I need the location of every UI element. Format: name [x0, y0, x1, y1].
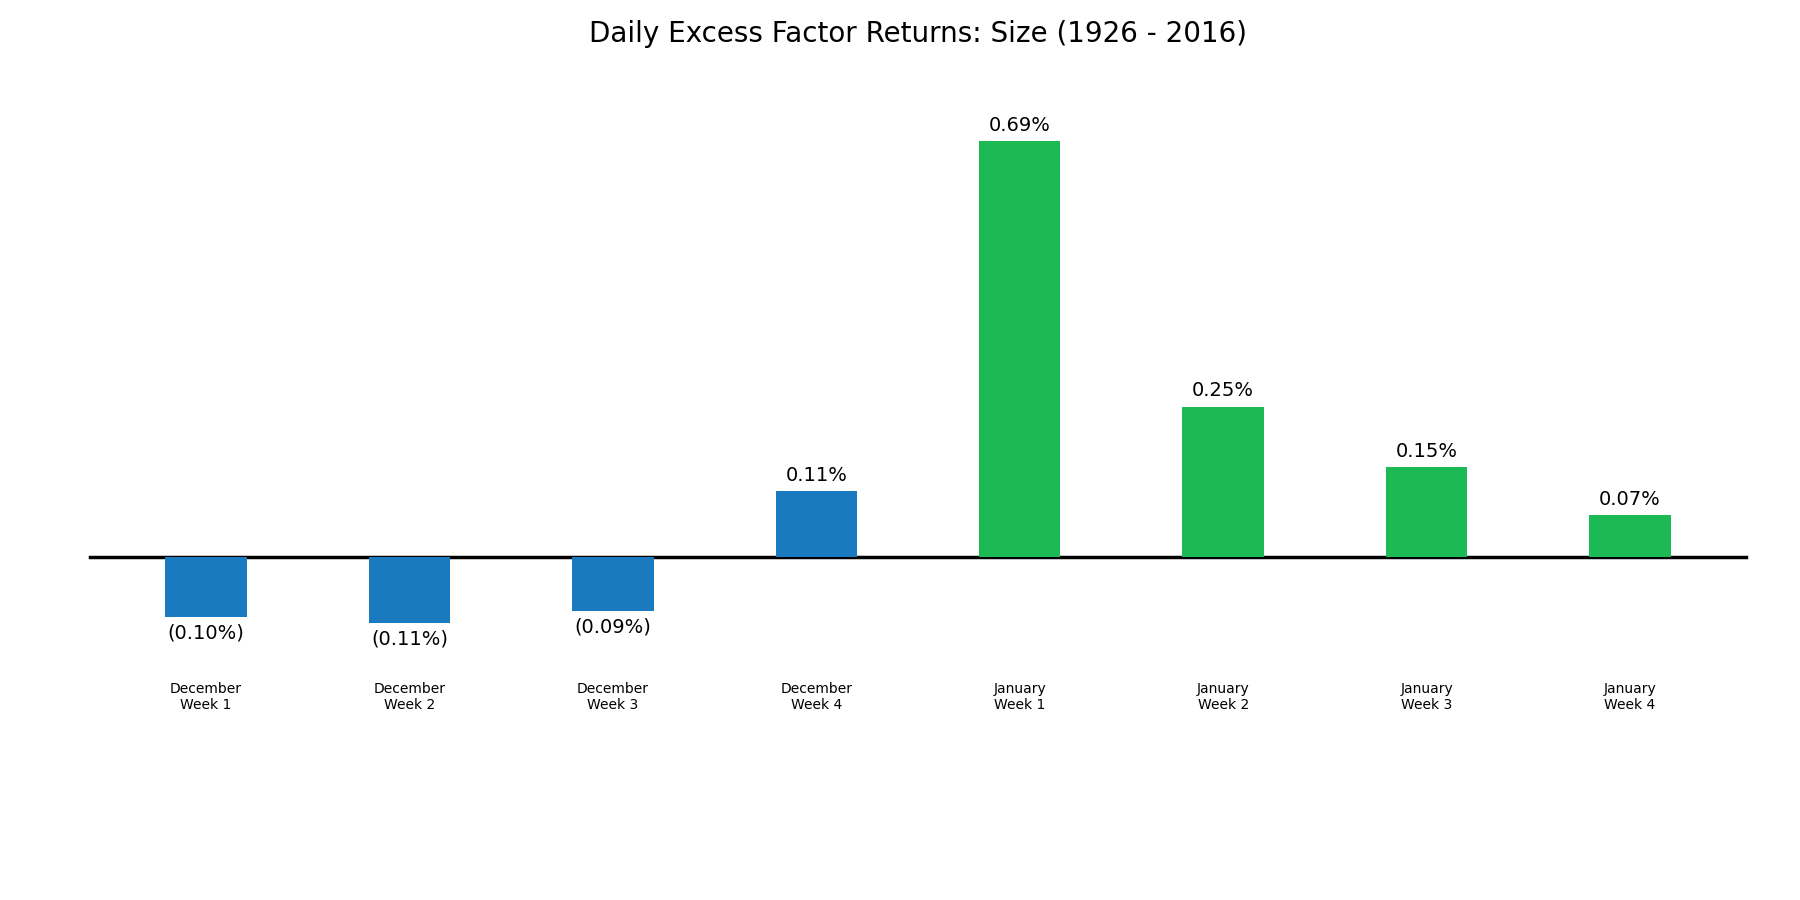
Text: 0.25%: 0.25% [1192, 382, 1255, 400]
Bar [776, 491, 857, 557]
Text: 0.15%: 0.15% [1395, 442, 1458, 461]
Bar [1386, 467, 1467, 557]
Bar [1183, 407, 1264, 557]
Text: 0.07%: 0.07% [1598, 490, 1661, 509]
Text: (0.09%): (0.09%) [574, 617, 652, 636]
Text: (0.11%): (0.11%) [371, 629, 448, 649]
Text: (0.10%): (0.10%) [167, 624, 245, 643]
Bar [572, 557, 653, 611]
Text: 0.11%: 0.11% [785, 466, 848, 485]
Bar [369, 557, 450, 624]
Bar [1589, 515, 1670, 557]
Bar [166, 557, 247, 617]
Title: Daily Excess Factor Returns: Size (1926 - 2016): Daily Excess Factor Returns: Size (1926 … [589, 20, 1247, 49]
Text: 0.69%: 0.69% [988, 116, 1051, 135]
Bar [979, 141, 1060, 557]
